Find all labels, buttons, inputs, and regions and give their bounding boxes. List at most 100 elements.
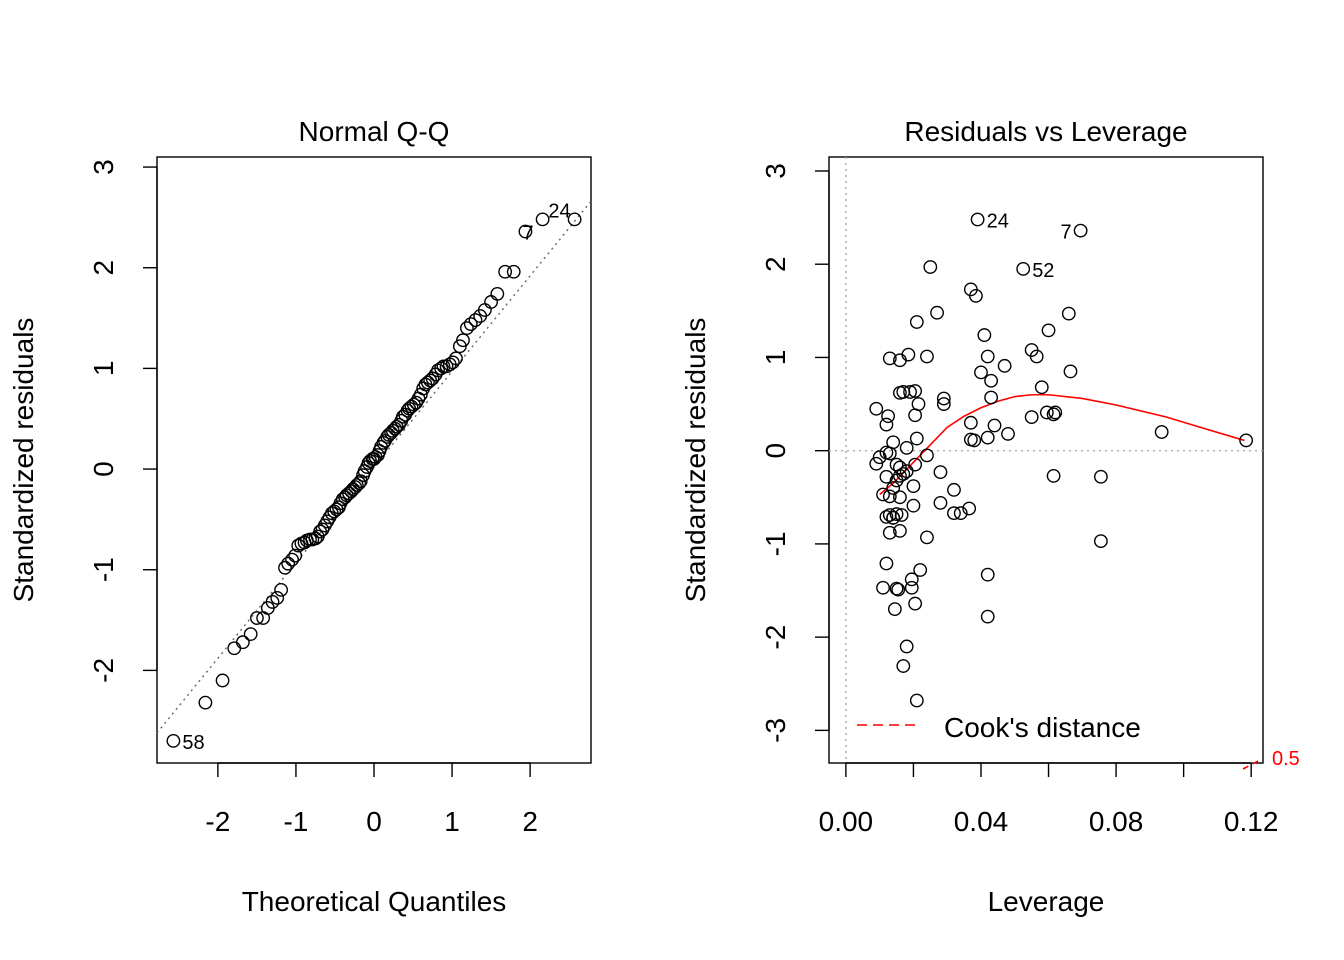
data-point	[1001, 426, 1015, 441]
data-point	[1039, 405, 1054, 420]
data-point	[281, 556, 296, 571]
data-point	[893, 468, 907, 483]
data-point	[980, 567, 995, 582]
data-point	[1046, 407, 1061, 422]
data-point	[908, 384, 923, 398]
data-point	[288, 548, 303, 563]
data-point	[198, 695, 213, 710]
data-point	[970, 212, 985, 227]
data-point	[933, 465, 948, 480]
data-point	[1093, 469, 1108, 484]
x-tick-label: 0.00	[819, 806, 874, 837]
y-tick-label: 3	[760, 163, 791, 179]
data-point	[894, 508, 909, 522]
data-point	[518, 224, 533, 239]
y-tick-label: -2	[88, 658, 119, 683]
data-point	[933, 495, 948, 510]
y-tick-label: -3	[760, 718, 791, 743]
x-tick-label: 0.08	[1089, 806, 1144, 837]
qq-panel: Normal Q-Q Theoretical Quantiles Standar…	[8, 116, 592, 917]
data-point	[899, 639, 914, 654]
point-label: 52	[1032, 260, 1054, 282]
data-point	[913, 563, 928, 577]
point-label: 7	[522, 222, 533, 244]
leverage-panel: Residuals vs Leverage Leverage Standardi…	[680, 116, 1300, 917]
qq-y-axis-label: Standardized residuals	[8, 318, 39, 603]
leverage-title: Residuals vs Leverage	[904, 116, 1187, 147]
data-point	[484, 295, 498, 309]
data-point	[882, 446, 897, 461]
data-point	[456, 333, 470, 348]
data-point	[436, 359, 451, 374]
leverage-smooth-line	[879, 393, 1245, 496]
qq-y-axis: -2 -1 0 1 2 3	[88, 159, 158, 683]
data-point	[352, 476, 367, 491]
data-point	[869, 456, 884, 471]
data-point	[904, 572, 919, 587]
data-point	[882, 525, 897, 540]
data-point	[963, 415, 978, 430]
x-tick-label: 2	[522, 806, 538, 837]
data-point	[498, 264, 513, 279]
data-point	[872, 450, 887, 465]
data-point	[893, 353, 907, 368]
qq-title: Normal Q-Q	[299, 116, 450, 147]
data-point	[1034, 380, 1049, 395]
data-point	[893, 460, 907, 475]
y-tick-label: 2	[88, 260, 119, 276]
point-label: 7	[1060, 222, 1071, 244]
data-point	[1154, 425, 1169, 439]
data-point	[166, 733, 181, 748]
leverage-x-axis: 0.00 0.04 0.08 0.12	[819, 762, 1278, 837]
data-point	[881, 409, 896, 424]
data-point	[923, 260, 938, 274]
data-point	[984, 373, 999, 388]
leverage-point-labels: 24 7 52	[987, 210, 1072, 281]
data-point	[980, 609, 995, 624]
y-tick-label: 0	[88, 461, 119, 477]
data-point	[535, 212, 550, 227]
data-point	[265, 595, 280, 609]
data-point	[909, 693, 924, 708]
cooks-contour-segment	[1242, 758, 1263, 770]
cooks-contour-label: 0.5	[1272, 748, 1300, 770]
data-point	[980, 430, 995, 445]
data-point	[404, 399, 419, 414]
data-point	[449, 351, 463, 366]
x-tick-label: -1	[283, 806, 308, 837]
data-point	[285, 552, 299, 567]
data-point	[308, 531, 323, 546]
data-point	[899, 464, 914, 479]
data-point	[243, 627, 258, 642]
data-point	[445, 355, 460, 370]
data-point	[977, 328, 992, 342]
data-point	[1016, 261, 1031, 276]
data-point	[1093, 534, 1108, 549]
data-point	[936, 391, 951, 406]
data-point	[909, 431, 924, 446]
data-point	[906, 498, 921, 513]
y-tick-label: 2	[760, 256, 791, 272]
y-tick-label: -1	[88, 557, 119, 582]
data-point	[963, 432, 978, 447]
data-point	[463, 317, 478, 332]
data-point	[889, 507, 904, 521]
qq-x-axis-label: Theoretical Quantiles	[242, 886, 507, 917]
data-point	[997, 358, 1012, 373]
data-point	[879, 556, 894, 571]
data-point	[987, 418, 1002, 433]
x-tick-label: 0	[366, 806, 382, 837]
data-point	[879, 469, 894, 484]
data-point	[911, 397, 926, 411]
data-point	[936, 397, 951, 411]
data-point	[980, 349, 995, 364]
leverage-y-axis-label: Standardized residuals	[680, 318, 711, 603]
data-point	[1046, 468, 1061, 483]
data-point	[270, 591, 285, 605]
leverage-points	[869, 212, 1254, 708]
qq-x-axis: -2 -1 0 1 2	[205, 762, 538, 837]
data-point	[869, 401, 884, 416]
leverage-y-axis: -3 -2 -1 0 1 2 3	[760, 163, 830, 743]
data-point	[920, 530, 934, 545]
data-point	[274, 582, 289, 597]
